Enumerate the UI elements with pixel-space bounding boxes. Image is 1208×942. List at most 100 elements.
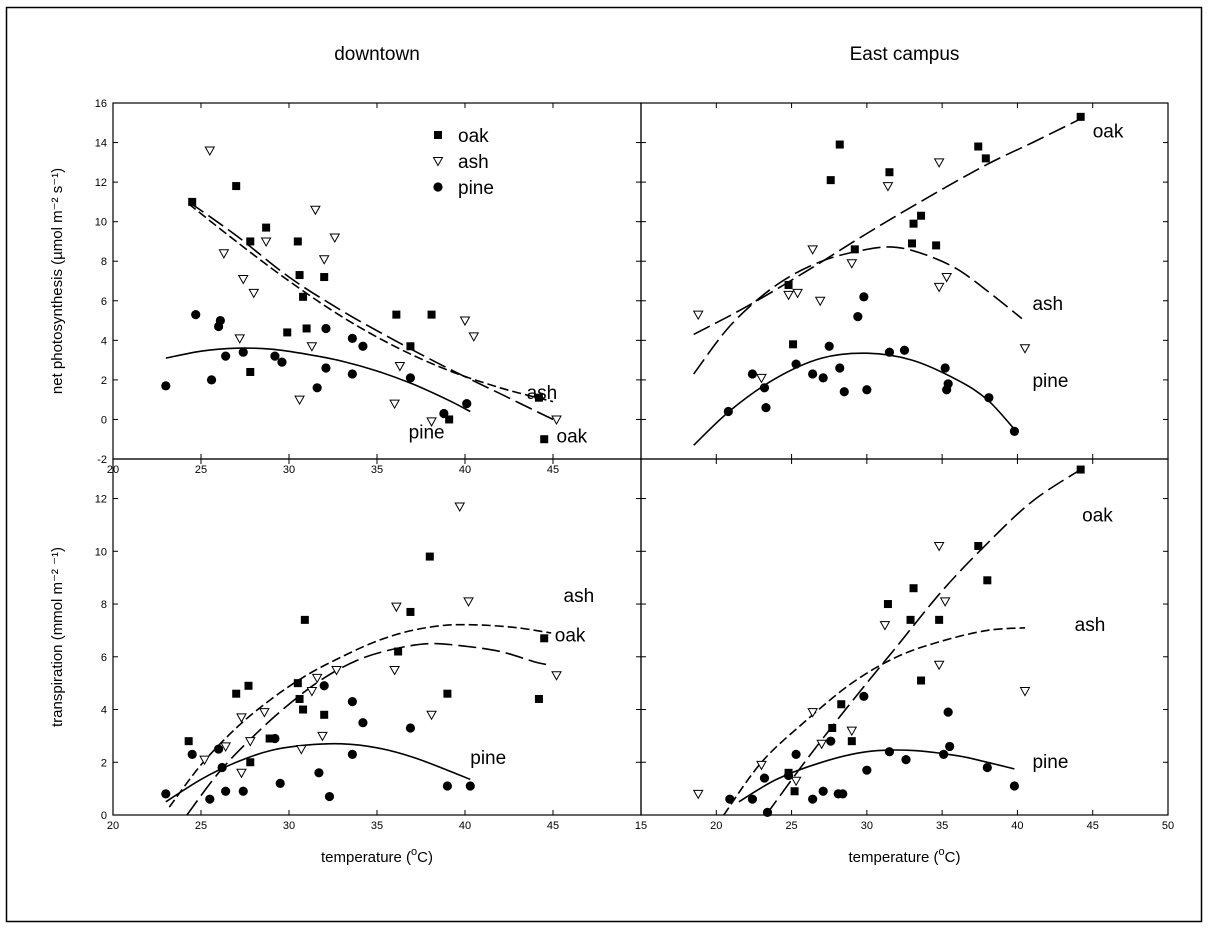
data-point-ash [933,158,945,168]
data-point-oak [262,223,271,232]
data-point-oak [425,552,434,561]
data-point-ash [317,731,328,742]
data-point-oak [293,679,302,688]
fit-curve-ash [693,246,1023,375]
data-point-ash [468,332,480,342]
data-point-pine [940,363,950,373]
y-tick-label: 0 [101,810,107,822]
data-point-pine [839,387,849,397]
data-point-oak [232,182,241,191]
x-tick-label: 15 [635,820,647,832]
data-point-pine [835,363,845,373]
data-point-pine [277,357,287,367]
data-point-oak [909,219,918,228]
data-point-pine [405,723,416,733]
data-point-oak [246,758,255,767]
data-point-pine [943,707,953,717]
figure-border [5,6,1203,923]
x-tick-label: 40 [459,464,471,476]
data-point-oak [974,142,983,151]
data-point-pine [465,781,475,791]
data-point-pine [899,345,910,355]
data-point-oak [232,689,241,698]
data-point-pine [747,369,758,379]
data-point-ash [236,713,247,723]
panel-frame-top-left [112,102,642,460]
panel-frame-bottom-right [640,458,1169,816]
data-point-pine [270,733,280,744]
fit-curve-oak [693,118,1082,336]
data-point-pine [759,773,770,783]
y-tick-label: 6 [101,652,107,664]
data-point-pine [859,691,869,701]
curve-label-ash: ash [564,586,595,607]
curve-label-oak: oak [557,426,588,447]
data-point-pine [982,762,992,773]
data-point-ash [882,182,894,192]
y-tick-label: 0 [101,414,107,426]
data-point-ash [318,255,330,265]
y-tick-label: 10 [95,217,107,229]
x-tick-label: 20 [710,820,722,832]
data-point-oak [837,700,846,709]
data-point-ash [259,708,270,718]
curve-label-pine: pine [1032,371,1068,392]
data-point-ash [756,373,767,384]
data-point-ash [933,282,945,293]
legend-marker-ash [432,157,444,167]
data-point-oak [932,241,941,250]
data-point-pine [347,333,357,343]
legend-label-oak: oak [458,126,489,147]
data-point-pine [217,762,227,773]
x-tick-label: 40 [459,820,471,832]
y-tick-label: 10 [95,546,107,558]
data-point-ash [692,310,704,321]
data-point-ash [783,290,794,301]
data-point-oak [790,787,799,796]
data-point-oak [443,689,452,698]
data-point-ash [790,776,802,787]
data-point-pine [205,794,215,804]
curve-label-ash: ash [527,383,558,404]
data-point-oak [908,239,917,248]
legend-marker-oak [434,131,442,139]
data-point-oak [299,705,308,714]
data-point-oak [394,647,403,656]
data-point-ash [807,708,819,718]
data-point-pine [221,351,231,361]
x-tick-label: 35 [371,820,383,832]
y-axis-title: transpiration (mmol m⁻² ⁻¹) [49,547,66,727]
data-point-oak [540,435,549,444]
data-point-ash [199,755,210,766]
curve-label-ash: ash [1075,615,1106,636]
data-point-pine [206,375,217,385]
y-tick-label: 2 [101,375,107,387]
curve-label-oak: oak [555,625,586,646]
data-point-pine [324,791,335,802]
data-point-ash [941,273,953,283]
x-tick-label: 50 [1162,820,1174,832]
x-tick-label: 45 [547,464,559,476]
data-point-oak [534,393,543,402]
data-point-oak [540,634,549,643]
data-point-pine [939,749,949,759]
data-point-oak [295,271,304,280]
data-point-pine [723,406,733,417]
data-point-oak [265,734,274,743]
data-point-oak [392,310,401,319]
panel-title: East campus [850,44,960,65]
x-tick-label: 25 [195,820,207,832]
data-point-pine [347,749,357,759]
data-point-pine [818,373,828,383]
y-tick-label: 14 [95,138,107,150]
data-point-pine [321,363,331,373]
data-point-ash [933,542,945,552]
x-tick-label: 45 [547,820,559,832]
data-point-ash [394,362,406,372]
data-point-oak [826,176,835,185]
data-point-pine [826,736,836,746]
data-point-oak [246,367,255,376]
data-point-oak [427,310,436,319]
data-point-pine [238,786,248,796]
y-tick-label: 8 [101,599,107,611]
